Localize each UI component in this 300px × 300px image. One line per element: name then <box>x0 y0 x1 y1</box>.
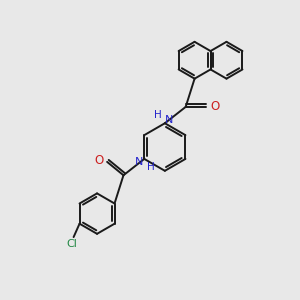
Text: O: O <box>94 154 104 167</box>
Text: N: N <box>165 115 173 125</box>
Text: N: N <box>135 158 143 167</box>
Text: H: H <box>147 162 155 172</box>
Text: Cl: Cl <box>67 238 77 249</box>
Text: H: H <box>154 110 161 120</box>
Text: O: O <box>210 100 219 113</box>
